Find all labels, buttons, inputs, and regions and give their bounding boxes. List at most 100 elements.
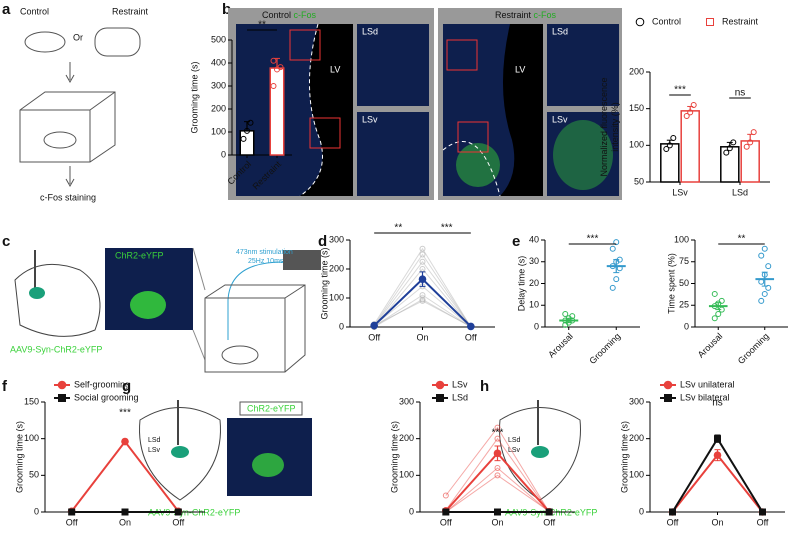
marker [493, 449, 502, 458]
individual-line [373, 247, 472, 328]
label-box [239, 401, 303, 416]
images-b: Control c-Fos Restraint c-Fos LV LV LSd … [228, 8, 622, 200]
y-tick-label: 100 [674, 234, 689, 244]
series-line [445, 451, 550, 513]
data-point [663, 146, 670, 152]
label: c-Fos staining [40, 192, 96, 202]
y-tick-label: 150 [629, 103, 644, 113]
y-tick-label: 40 [529, 234, 539, 244]
y-tick-label: 0 [684, 321, 689, 331]
y-axis-label: Time spent (%) [666, 253, 676, 314]
data-point [277, 64, 284, 71]
tube-icon [94, 27, 141, 57]
marker [467, 322, 475, 331]
legend-marker [664, 394, 672, 402]
data-point [747, 139, 754, 146]
data-point [666, 142, 673, 149]
x-tick-label: Off [66, 517, 78, 527]
significance-label: *** [441, 223, 453, 234]
data-point [743, 143, 750, 150]
x-tick-label: Off [667, 517, 679, 527]
data-point [723, 149, 730, 156]
label: LSv [148, 447, 161, 454]
marker [442, 508, 450, 516]
legend-label: Social grooming [74, 392, 139, 402]
micrograph [547, 24, 619, 106]
significance-label: ** [394, 223, 402, 234]
y-tick-label: 0 [339, 321, 344, 331]
data-point [761, 245, 768, 252]
y-tick-label: 0 [639, 506, 644, 516]
legend-marker [635, 17, 645, 27]
y-tick-label: 200 [329, 263, 344, 273]
data-point [244, 127, 250, 134]
individual-line [445, 437, 550, 513]
marker [370, 321, 378, 330]
panel-letter: c [2, 233, 10, 250]
connector [192, 329, 206, 361]
marker [494, 508, 501, 516]
data-point [711, 290, 718, 297]
label: ChR2-eYFP [115, 250, 164, 260]
individual-point [419, 245, 426, 252]
label: c-Fos [534, 10, 557, 20]
image-title: Restraint c-Fos [495, 10, 557, 20]
data-point [750, 129, 757, 136]
significance-label: *** [587, 234, 599, 245]
individual-point [494, 424, 501, 431]
y-tick-label: 200 [399, 433, 414, 443]
signal [252, 453, 284, 477]
data-point [758, 297, 765, 304]
x-tick-label: On [491, 517, 503, 527]
data-point [761, 290, 768, 297]
y-tick-label: 50 [679, 278, 689, 288]
significance-label: ns [712, 398, 723, 409]
marker [713, 451, 722, 459]
y-axis-label: Normalized fluorescence [599, 77, 609, 176]
cage [204, 284, 306, 373]
mouse-icon [24, 31, 66, 53]
individual-point [494, 435, 501, 442]
data-point [670, 135, 677, 141]
x-tick-label: On [416, 332, 428, 342]
panel-letters: a b c d e f g h [2, 1, 520, 395]
label: LSd [362, 26, 378, 36]
x-tick-label: Arousal [696, 331, 725, 360]
label: ChR2-eYFP [247, 403, 296, 413]
y-tick-label: 150 [24, 396, 39, 406]
data-point [765, 284, 772, 291]
y-tick-label: 200 [211, 103, 226, 113]
individual-point [442, 492, 449, 499]
significance-label: *** [674, 85, 686, 96]
injection-site [171, 446, 189, 458]
data-point [711, 315, 718, 322]
fiber-cable [227, 261, 284, 340]
legend-label: LSv unilateral [680, 379, 735, 389]
laser [283, 250, 321, 270]
y-tick-label: 75 [679, 256, 689, 266]
x-tick-label: Off [543, 517, 555, 527]
legend-label: LSv [452, 379, 468, 389]
x-tick-label: Off [757, 517, 769, 527]
roi-box [457, 121, 489, 153]
data-point [270, 83, 277, 89]
diagram-g: LSd LSv AAV9-Syn-ChR2-eYFP ChR2-eYFP [139, 400, 312, 517]
label: LSv [552, 114, 568, 124]
y-tick-label: 300 [329, 234, 344, 244]
individual-point [419, 297, 426, 304]
data-point [613, 239, 620, 246]
marker [759, 508, 766, 516]
label: Or [73, 32, 83, 42]
panel-letter: g [122, 378, 131, 395]
injection-site [29, 287, 45, 299]
data-point [715, 310, 722, 317]
y-tick-label: 100 [629, 140, 644, 150]
data-point [240, 135, 247, 142]
individual-point [419, 292, 426, 299]
marker [68, 508, 76, 516]
signal [456, 143, 500, 187]
label: 25Hz 10ms [248, 258, 284, 265]
significance-label: *** [119, 408, 131, 419]
panel-letter: f [2, 378, 8, 395]
